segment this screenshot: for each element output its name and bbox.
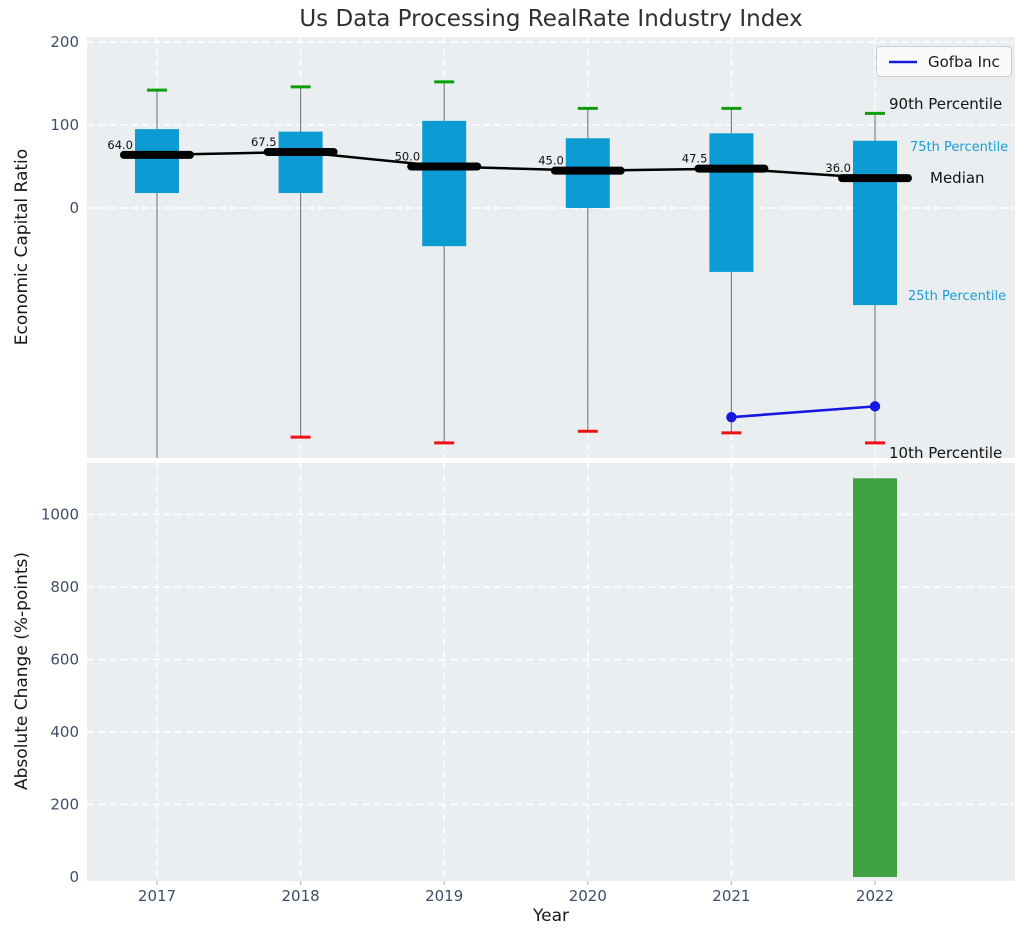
gofba-line: [731, 405, 876, 419]
median-value-label: 45.0: [538, 154, 564, 168]
median-value-label: 67.5: [251, 135, 277, 149]
x-tick-label: 2018: [282, 887, 320, 905]
bottom-y-tick-label: 0: [69, 868, 79, 886]
median-value-label: 36.0: [825, 161, 851, 175]
bottom-y-tick-label: 600: [50, 651, 79, 669]
annotation-median: Median: [930, 169, 985, 187]
change-bar-2022: [853, 478, 897, 877]
x-axis-label: Year: [533, 906, 569, 926]
gofba-marker: [726, 411, 737, 423]
annotation-90th-percentile: 90th Percentile: [889, 95, 1003, 113]
top-y-tick-label: 0: [69, 199, 79, 217]
iqr-box-2018: [278, 131, 323, 194]
iqr-box-2017: [135, 129, 179, 194]
legend-label: Gofba Inc: [928, 52, 1000, 71]
bottom-y-tick-label: 400: [50, 723, 79, 741]
chart-title: Us Data Processing RealRate Industry Ind…: [299, 6, 803, 32]
legend-line-sample: [889, 60, 917, 63]
x-tick-label: 2019: [425, 887, 463, 905]
x-tick-label: 2021: [712, 887, 750, 905]
legend: Gofba Inc: [876, 46, 1012, 77]
x-tick-label: 2020: [569, 887, 607, 905]
x-tick-label: 2022: [856, 887, 894, 905]
median-value-label: 64.0: [107, 138, 133, 152]
bottom-y-axis-label: Absolute Change (%-points): [12, 552, 32, 790]
iqr-box-2019: [422, 120, 467, 247]
iqr-box-2022: [853, 140, 897, 306]
iqr-box-2021: [709, 133, 754, 272]
bottom-y-tick-label: 1000: [41, 506, 79, 524]
bottom-y-tick-label: 800: [50, 578, 79, 596]
top-y-tick-label: 200: [50, 33, 79, 51]
median-value-label: 47.5: [682, 152, 708, 166]
bottom-y-tick-label: 200: [50, 796, 79, 814]
annotation-75th-percentile: 75th Percentile: [910, 140, 1009, 155]
annotation-10th-percentile: 10th Percentile: [889, 444, 1003, 462]
top-y-axis-label: Economic Capital Ratio: [12, 148, 32, 346]
gofba-marker: [869, 401, 881, 412]
top-y-tick-label: 100: [50, 116, 79, 134]
median-value-label: 50.0: [395, 150, 421, 164]
x-tick-label: 2017: [138, 887, 176, 905]
annotation-25th-percentile: 25th Percentile: [908, 289, 1007, 304]
